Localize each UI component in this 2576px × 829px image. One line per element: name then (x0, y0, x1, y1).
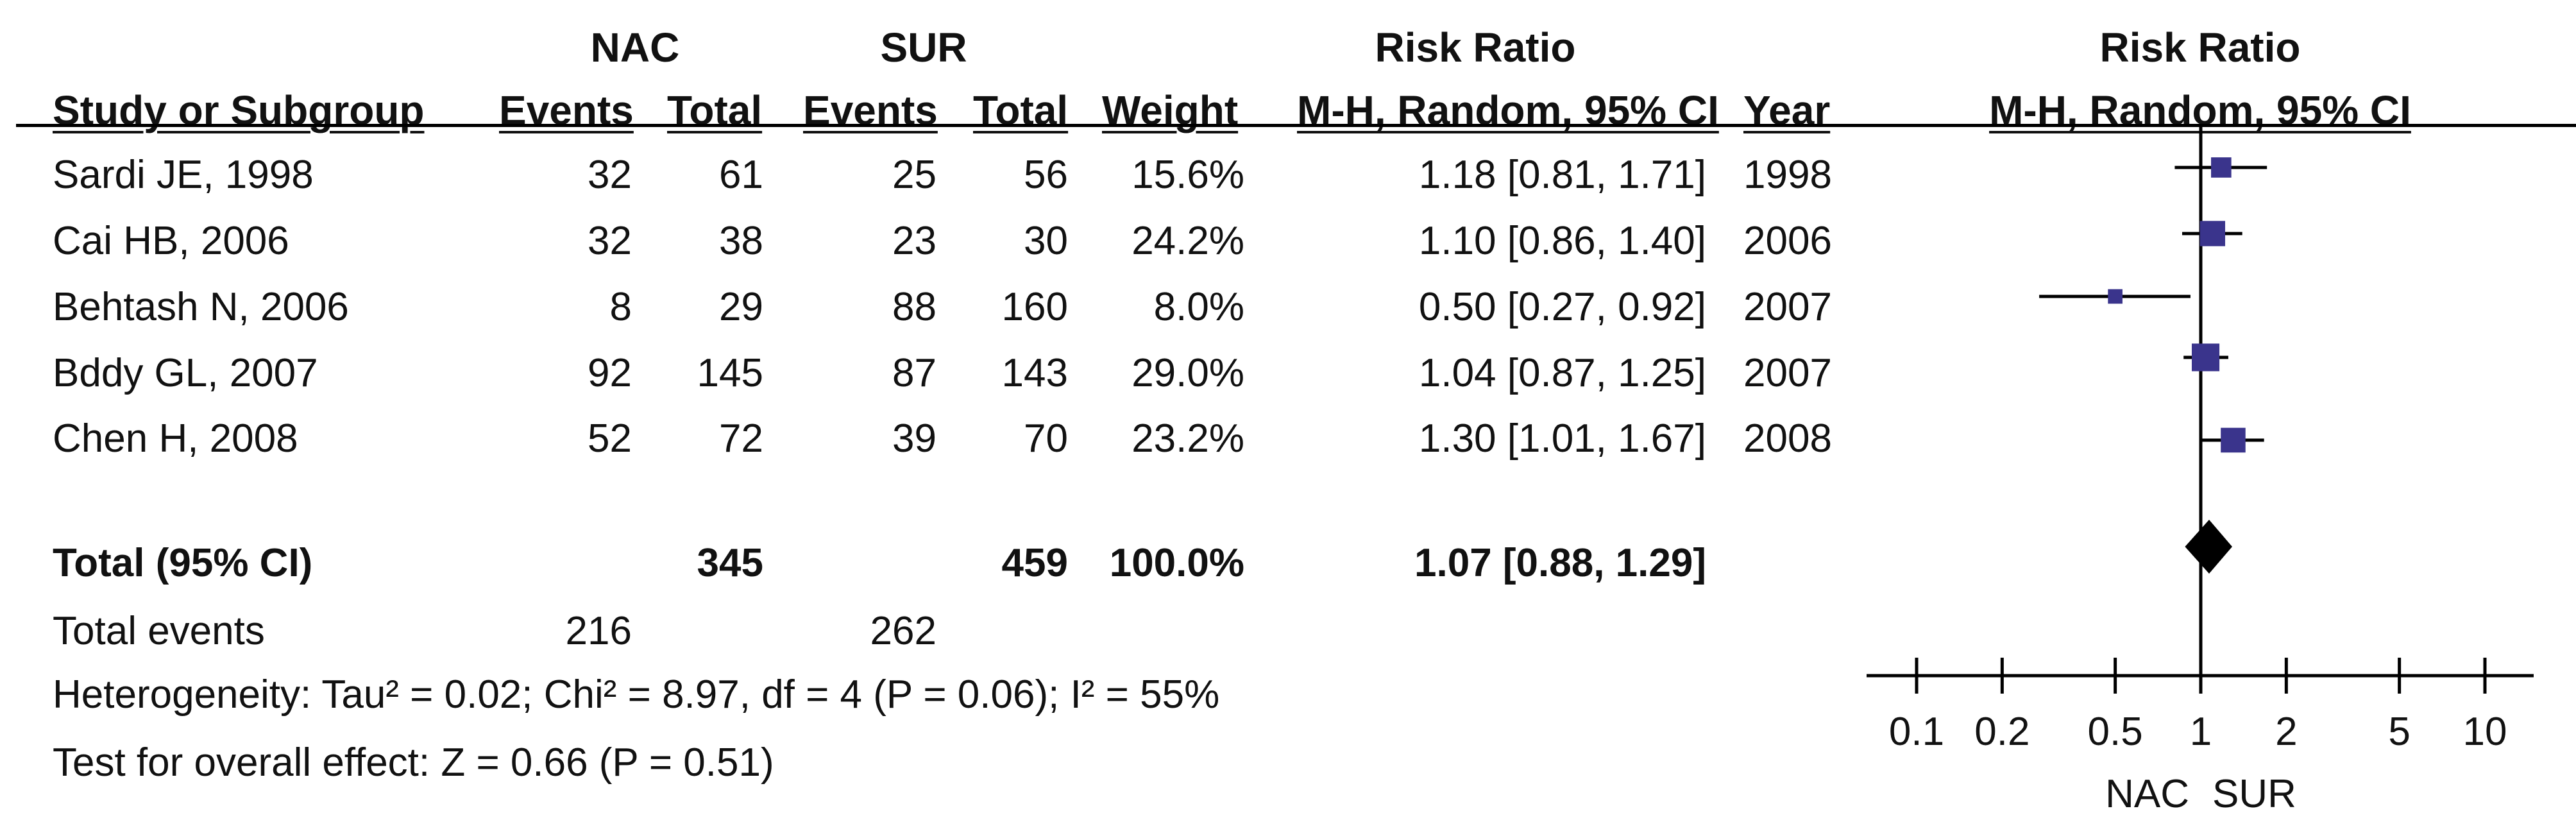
sur-grand-total: 459 (1001, 541, 1068, 585)
nac-total-value: 61 (719, 153, 763, 197)
study-year: 2007 (1743, 351, 1832, 395)
point-estimate-marker (2211, 157, 2232, 178)
total-label: Total (95% CI) (53, 541, 313, 585)
heterogeneity-text: Heterogeneity: Tau² = 0.02; Chi² = 8.97,… (53, 672, 1220, 717)
risk-ratio-ci: 1.04 [0.87, 1.25] (1418, 351, 1706, 395)
sur-total-value: 70 (1024, 416, 1068, 461)
x-tick-label: 1 (2190, 710, 2212, 754)
pooled-risk-ratio: 1.07 [0.88, 1.29] (1414, 541, 1706, 585)
sur-total-events: 262 (870, 609, 936, 653)
weight-value: 15.6% (1131, 153, 1244, 197)
point-estimate-marker (2221, 427, 2246, 453)
x-tick-label: 0.1 (1889, 710, 1944, 754)
nac-total-value: 72 (719, 416, 763, 461)
summary-diamond (2185, 520, 2232, 574)
total-events-label: Total events (53, 609, 265, 653)
weight-value: 23.2% (1131, 416, 1244, 461)
nac-events-value: 8 (609, 285, 632, 329)
group-header-nac: NAC (590, 24, 680, 71)
risk-ratio-ci: 1.18 [0.81, 1.71] (1418, 153, 1706, 197)
total-weight: 100.0% (1109, 541, 1244, 585)
group-header-sur: SUR (880, 24, 967, 71)
study-name: Chen H, 2008 (53, 416, 298, 461)
point-estimate-marker (2192, 343, 2220, 372)
sur-total-value: 143 (1001, 351, 1068, 395)
study-year: 1998 (1743, 153, 1832, 197)
study-name: Bddy GL, 2007 (53, 351, 318, 395)
sur-events-value: 23 (892, 219, 936, 263)
study-name: Cai HB, 2006 (53, 219, 289, 263)
point-estimate-marker (2108, 289, 2123, 304)
nac-total-value: 38 (719, 219, 763, 263)
sur-events-value: 88 (892, 285, 936, 329)
study-year: 2006 (1743, 219, 1832, 263)
nac-events-value: 92 (588, 351, 632, 395)
sur-total-value: 30 (1024, 219, 1068, 263)
point-estimate-marker (2199, 221, 2226, 246)
weight-value: 8.0% (1153, 285, 1244, 329)
favours-nac-label: NAC (2105, 772, 2189, 816)
study-name: Sardi JE, 1998 (53, 153, 314, 197)
nac-total-value: 145 (697, 351, 763, 395)
plot-risk-ratio-header: Risk Ratio (2099, 24, 2301, 71)
risk-ratio-header: Risk Ratio (1375, 24, 1576, 71)
sur-events-value: 87 (892, 351, 936, 395)
study-year: 2007 (1743, 285, 1832, 329)
weight-value: 24.2% (1131, 219, 1244, 263)
nac-total-value: 29 (719, 285, 763, 329)
x-tick-label: 0.2 (1974, 710, 2029, 754)
sur-total-value: 56 (1024, 153, 1068, 197)
study-name: Behtash N, 2006 (53, 285, 349, 329)
nac-events-value: 32 (588, 219, 632, 263)
sur-total-value: 160 (1001, 285, 1068, 329)
header-rule (16, 124, 2576, 127)
study-year: 2008 (1743, 416, 1832, 461)
risk-ratio-ci: 1.30 [1.01, 1.67] (1418, 416, 1706, 461)
nac-total-events: 216 (565, 609, 632, 653)
nac-events-value: 32 (588, 153, 632, 197)
nac-grand-total: 345 (697, 541, 763, 585)
sur-events-value: 39 (892, 416, 936, 461)
x-tick-label: 5 (2388, 710, 2410, 754)
risk-ratio-ci: 0.50 [0.27, 0.92] (1418, 285, 1706, 329)
overall-effect-text: Test for overall effect: Z = 0.66 (P = 0… (53, 740, 774, 785)
x-tick-label: 2 (2275, 710, 2297, 754)
weight-value: 29.0% (1131, 351, 1244, 395)
favours-sur-label: SUR (2212, 772, 2296, 816)
x-tick-label: 10 (2463, 710, 2507, 754)
sur-events-value: 25 (892, 153, 936, 197)
risk-ratio-ci: 1.10 [0.86, 1.40] (1418, 219, 1706, 263)
nac-events-value: 52 (588, 416, 632, 461)
x-tick-label: 0.5 (2088, 710, 2143, 754)
